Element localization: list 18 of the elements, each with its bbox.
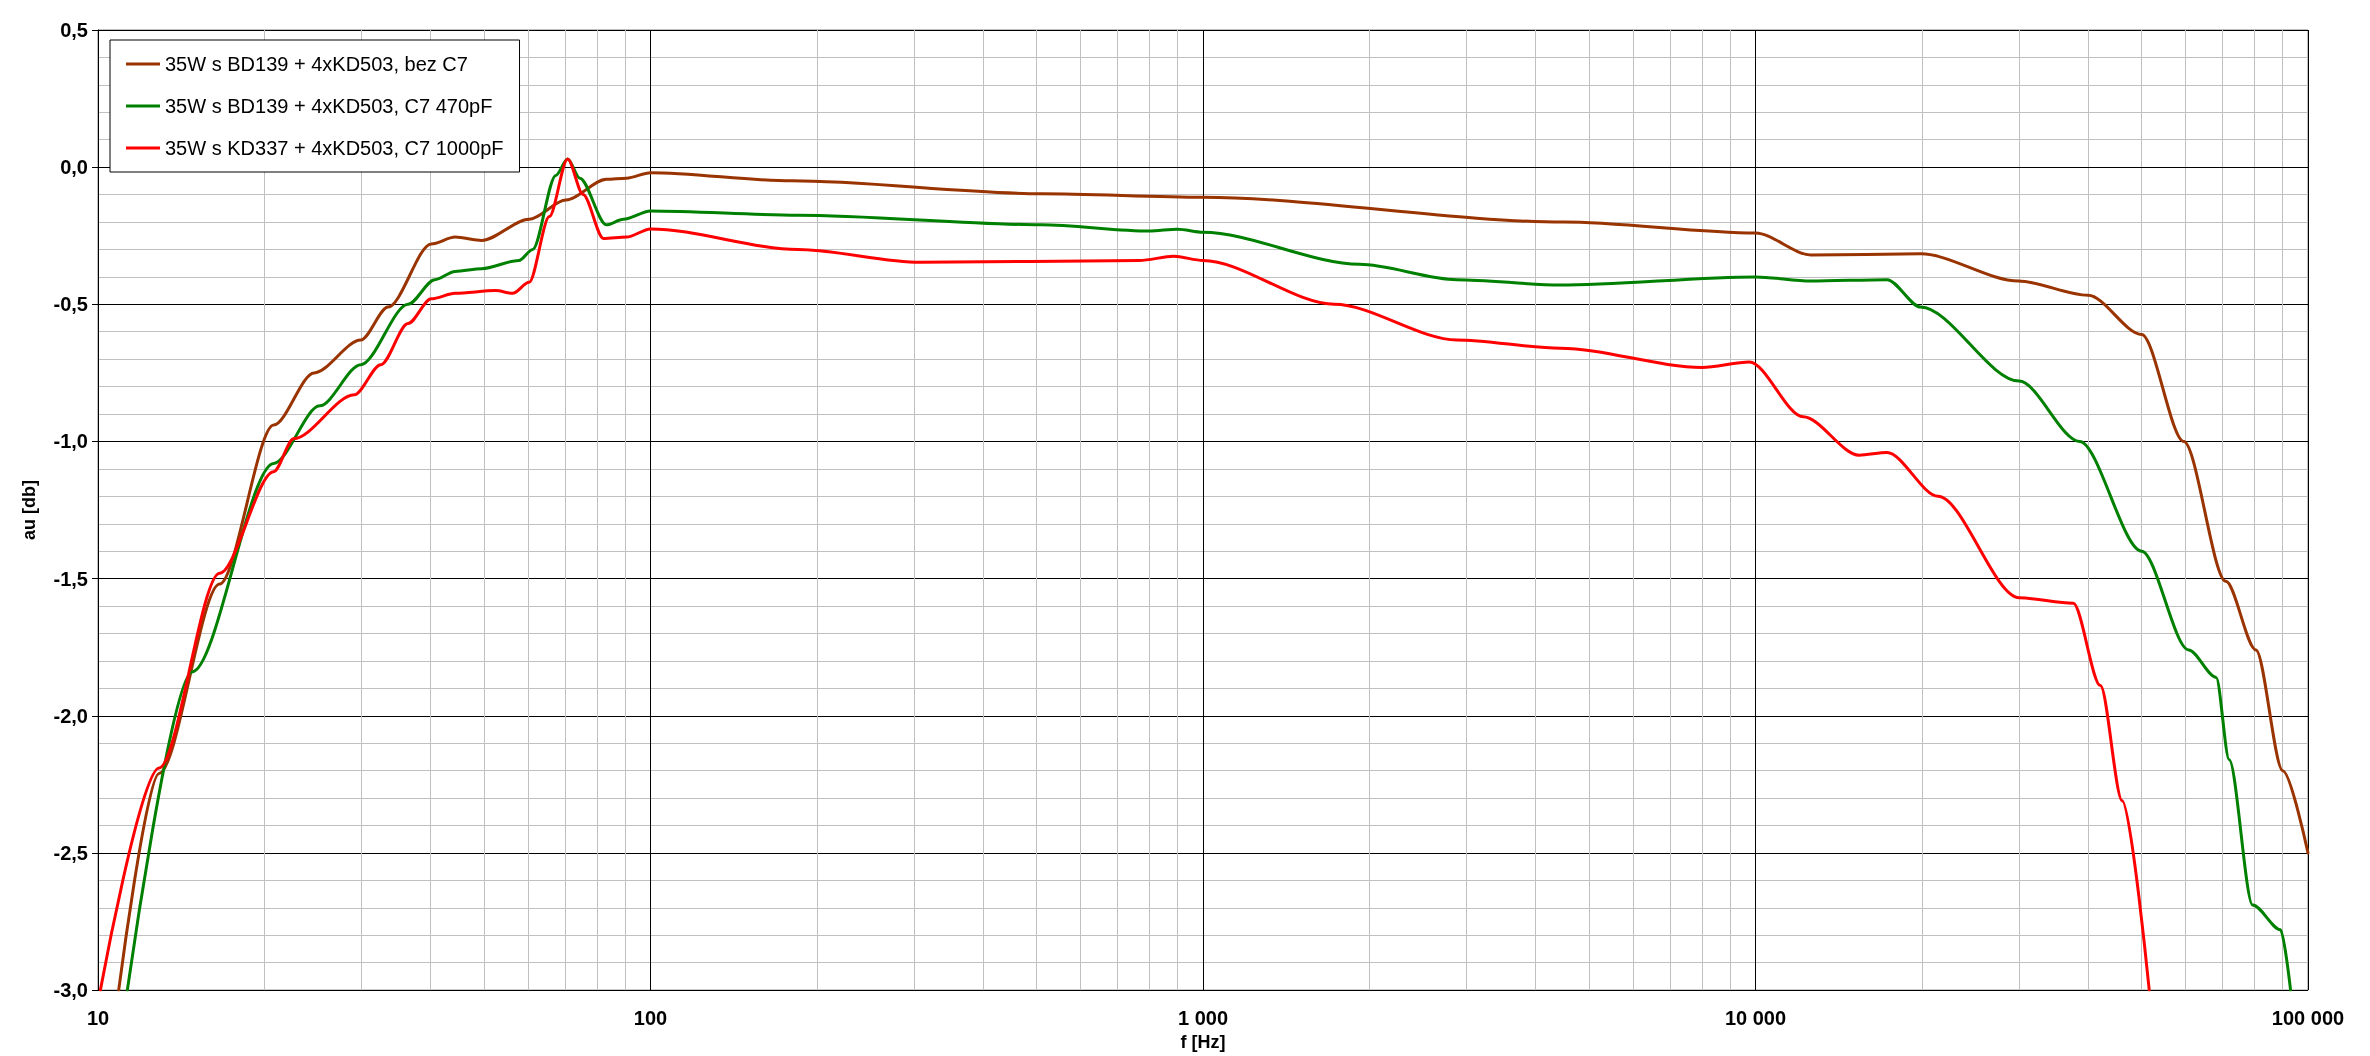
y-tick-label: -2,5 [53, 841, 88, 864]
x-tick-label: 10 000 [1724, 1007, 1787, 1030]
legend-label: 35W s BD139 + 4xKD503, C7 470pF [165, 95, 493, 117]
legend-label: 35W s BD139 + 4xKD503, bez C7 [165, 53, 468, 75]
x-axis-title: f [Hz] [1180, 1032, 1226, 1052]
y-tick-label: -1,0 [53, 430, 88, 453]
y-axis-title: au [db] [19, 480, 39, 541]
y-tick-label: 0,0 [60, 156, 88, 179]
legend-label: 35W s KD337 + 4xKD503, C7 1000pF [165, 137, 504, 159]
y-tick-label: 0,5 [60, 19, 88, 41]
x-tick-label: 10 [86, 1007, 110, 1030]
x-tick-label: 100 000 [2271, 1007, 2345, 1030]
y-tick-label: -3,0 [53, 979, 88, 1002]
y-tick-label: -0,5 [53, 293, 88, 316]
x-tick-label: 1 000 [1177, 1007, 1229, 1030]
y-tick-label: -2,0 [53, 704, 88, 727]
y-tick-label: -1,5 [53, 567, 88, 590]
x-tick-label: 100 [633, 1007, 668, 1030]
